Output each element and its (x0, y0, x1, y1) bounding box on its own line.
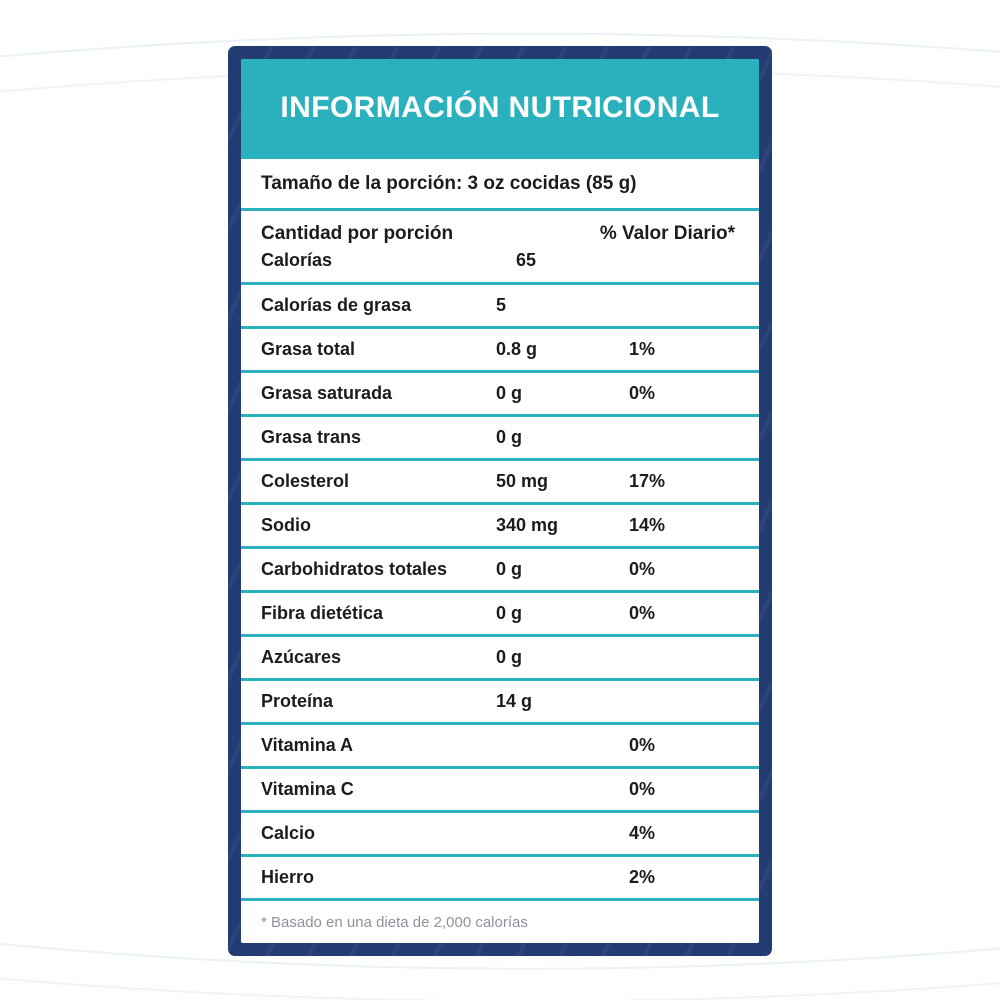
nutrient-amount: 0 g (496, 647, 523, 667)
nutrient-label: Calorías (261, 249, 333, 270)
nutrient-rows: Calorías de grasa 5 Grasa total 0.8 g 1% Gras… (241, 285, 759, 898)
amount-per-serving-header: Cantidad por porción (261, 222, 454, 244)
nutrient-dv: 0% (629, 779, 656, 799)
nutrient-label: Vitamina A (261, 735, 354, 755)
nutrient-dv: 0% (629, 383, 656, 403)
table-row: Carbohidratos totales 0 g 0% (241, 549, 759, 590)
serving-size-row: Tamaño de la porción: 3 oz cocidas (85 g… (241, 159, 759, 208)
table-row: Colesterol 50 mg 17% (241, 461, 759, 502)
nutrient-amount: 50 mg (496, 471, 549, 491)
nutrient-label: Grasa total (261, 339, 356, 359)
nutrient-label: Fibra dietética (261, 603, 384, 623)
nutrient-amount: 0 g (496, 603, 523, 623)
table-row: Vitamina A 0% (241, 725, 759, 766)
table-row: Proteína 14 g (241, 681, 759, 722)
nutrient-label: Calcio (261, 823, 316, 843)
nutrient-label: Colesterol (261, 471, 350, 491)
table-row: Vitamina C 0% (241, 769, 759, 810)
panel-header: INFORMACIÓN NUTRICIONAL (241, 59, 759, 156)
nutrient-amount: 5 (496, 295, 507, 315)
table-row: Calorías de grasa 5 (241, 285, 759, 326)
table-row: Sodio 340 mg 14% (241, 505, 759, 546)
table-row: Grasa total 0.8 g 1% (241, 329, 759, 370)
nutrient-label: Grasa trans (261, 427, 362, 447)
nutrient-dv: 17% (629, 471, 666, 491)
table-row: Hierro 2% (241, 857, 759, 898)
nutrient-label: Grasa saturada (261, 383, 393, 403)
daily-value-header: % Valor Diario* (599, 222, 735, 244)
nutrient-label: Calorías de grasa (261, 295, 412, 315)
table-row: Azúcares 0 g (241, 637, 759, 678)
table-row: Fibra dietética 0 g 0% (241, 593, 759, 634)
column-header-line: Cantidad por porción % Valor Diario* (261, 223, 735, 245)
serving-size-text: Tamaño de la porción: 3 oz cocidas (85 g… (261, 172, 637, 194)
table-row: Grasa saturada 0 g 0% (241, 373, 759, 414)
nutrient-label: Carbohidratos totales (261, 559, 448, 579)
nutrient-dv: 0% (629, 559, 656, 579)
nutrient-label: Hierro (261, 867, 315, 887)
table-row: Calcio 4% (241, 813, 759, 854)
nutrient-dv: 14% (629, 515, 666, 535)
nutrient-amount: 340 mg (496, 515, 559, 535)
nutrient-amount: 0.8 g (496, 339, 538, 359)
panel-title: INFORMACIÓN NUTRICIONAL (280, 90, 720, 124)
footnote-text: * Basado en una dieta de 2,000 calorías (261, 913, 528, 931)
table-row: Grasa trans 0 g (241, 417, 759, 458)
nutrition-panel: INFORMACIÓN NUTRICIONAL Tamaño de la por… (241, 59, 759, 943)
nutrient-label: Proteína (261, 691, 334, 711)
nutrient-dv: 2% (629, 867, 656, 887)
nutrient-dv: 4% (629, 823, 656, 843)
nutrient-label: Sodio (261, 515, 311, 535)
nutrient-amount: 0 g (496, 383, 523, 403)
nutrient-amount: 0 g (496, 559, 523, 579)
nutrient-amount: 65 (516, 249, 537, 270)
nutrient-amount: 0 g (496, 427, 523, 447)
nutrient-amount: 14 g (496, 691, 533, 711)
amount-per-serving-block: Cantidad por porción % Valor Diario* Cal… (241, 211, 759, 282)
label-frame: INFORMACIÓN NUTRICIONAL Tamaño de la por… (228, 46, 772, 956)
calories-row: Calorías 65 (261, 250, 735, 271)
nutrient-label: Azúcares (261, 647, 342, 667)
nutrient-dv: 0% (629, 735, 656, 755)
footnote-row: * Basado en una dieta de 2,000 calorías (241, 901, 759, 943)
nutrient-dv: 0% (629, 603, 656, 623)
nutrient-dv: 1% (629, 339, 656, 359)
nutrient-label: Vitamina C (261, 779, 354, 799)
